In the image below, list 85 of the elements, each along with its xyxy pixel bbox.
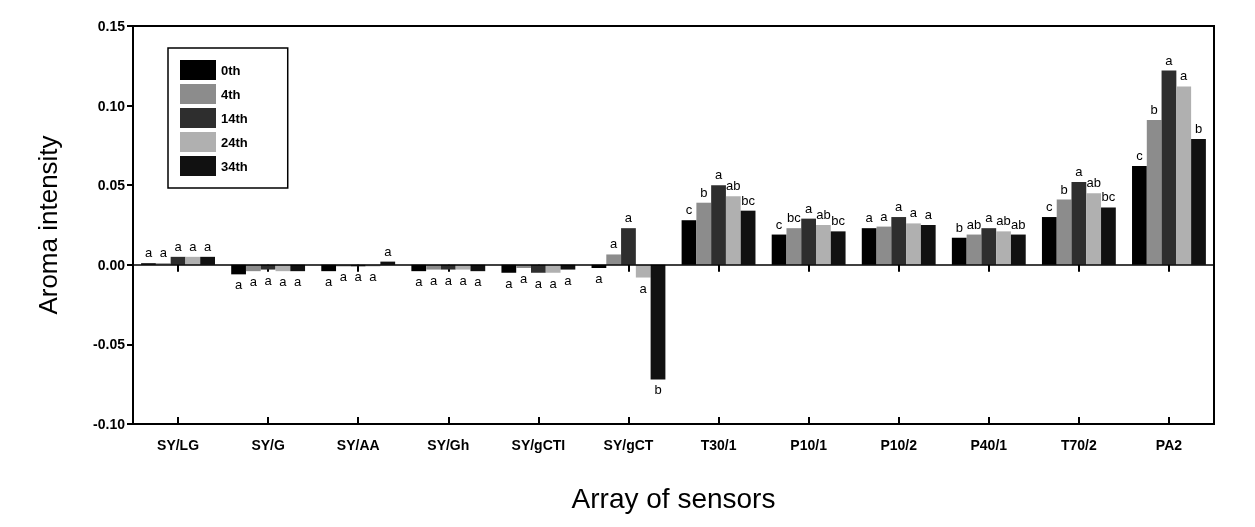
data-label: a [354, 269, 363, 285]
data-label: a [895, 199, 904, 215]
x-tick-label: SY/Gh [427, 437, 470, 453]
data-label: a [234, 277, 243, 293]
data-label: a [444, 272, 453, 288]
data-label: bc [831, 213, 846, 229]
data-label: a [610, 236, 619, 252]
data-label: a [339, 269, 348, 285]
data-label: b [1150, 101, 1158, 117]
data-label: a [159, 245, 168, 261]
x-axis-title: Array of sensors [571, 482, 776, 514]
data-label: a [519, 270, 528, 286]
data-label: a [639, 280, 648, 296]
data-label: bc [741, 192, 756, 208]
data-label: ab [996, 213, 1011, 229]
data-label: a [189, 238, 198, 254]
data-label: c [775, 216, 783, 232]
x-tick-label: P10/2 [880, 437, 918, 453]
data-label: a [805, 200, 814, 216]
data-label: ab [1011, 216, 1026, 232]
x-tick-label: SY/AA [336, 437, 380, 453]
data-label: a [415, 274, 424, 290]
y-tick-label: 0.00 [97, 256, 126, 273]
data-label: a [249, 274, 258, 290]
data-label: a [924, 207, 933, 222]
data-label: c [685, 202, 693, 218]
legend-label: 0th [221, 62, 241, 78]
data-label: a [1165, 52, 1174, 68]
data-label: a [714, 167, 723, 183]
data-label: a [880, 208, 889, 224]
x-tick-label: SY/LG [157, 437, 200, 453]
y-tick-label: 0.05 [97, 177, 126, 194]
data-label: a [203, 238, 212, 254]
data-label: b [700, 184, 708, 200]
data-label: ab [816, 207, 831, 222]
data-label: a [865, 210, 874, 226]
x-tick-label: PA2 [1155, 437, 1183, 453]
y-tick-label: -0.05 [93, 336, 126, 353]
x-tick-label: SY/G [251, 437, 285, 453]
data-label: a [279, 274, 288, 290]
data-label: a [429, 272, 438, 288]
data-label: ab [1086, 175, 1101, 191]
data-label: a [459, 272, 468, 288]
x-tick-label: SY/gCT [603, 437, 654, 453]
data-label: bc [786, 210, 802, 226]
data-label: ab [966, 216, 982, 232]
y-tick-label: 0.15 [97, 18, 126, 34]
data-label: b [654, 382, 662, 398]
data-label: a [174, 238, 183, 254]
data-label: a [909, 205, 918, 221]
data-label: a [624, 210, 633, 226]
data-label: a [985, 210, 994, 226]
x-tick-label: P40/1 [970, 437, 1008, 453]
data-label: a [264, 272, 273, 288]
data-label: a [325, 274, 334, 290]
data-label: a [294, 274, 303, 290]
y-tick-label: -0.10 [93, 416, 126, 432]
data-label: a [1180, 68, 1189, 84]
data-label: a [534, 275, 543, 291]
data-label: a [505, 275, 514, 291]
x-tick-label: T70/2 [1060, 437, 1097, 453]
data-label: a [1075, 164, 1084, 180]
data-label: a [384, 243, 393, 259]
legend-label: 34th [221, 158, 248, 174]
x-tick-label: T30/1 [700, 437, 737, 453]
legend-label: 14th [221, 110, 248, 126]
y-axis-title: Aroma intensity [33, 135, 63, 315]
data-label: b [1194, 121, 1203, 137]
data-label: a [144, 245, 153, 261]
y-tick-label: 0.10 [97, 97, 126, 114]
data-label: ab [726, 178, 741, 194]
data-label: b [1060, 181, 1068, 197]
x-tick-label: P10/1 [790, 437, 828, 453]
data-label: a [369, 269, 378, 285]
data-label: b [955, 219, 963, 235]
data-label: c [1046, 199, 1054, 215]
data-label: a [564, 272, 573, 288]
legend-label: 4th [221, 86, 241, 102]
data-label: a [549, 275, 558, 291]
data-label: bc [1101, 189, 1116, 205]
data-label: c [1136, 148, 1144, 164]
legend-label: 24th [221, 134, 248, 150]
x-tick-label: SY/gCTI [511, 437, 566, 453]
data-label: a [595, 270, 604, 286]
data-label: a [474, 274, 483, 290]
